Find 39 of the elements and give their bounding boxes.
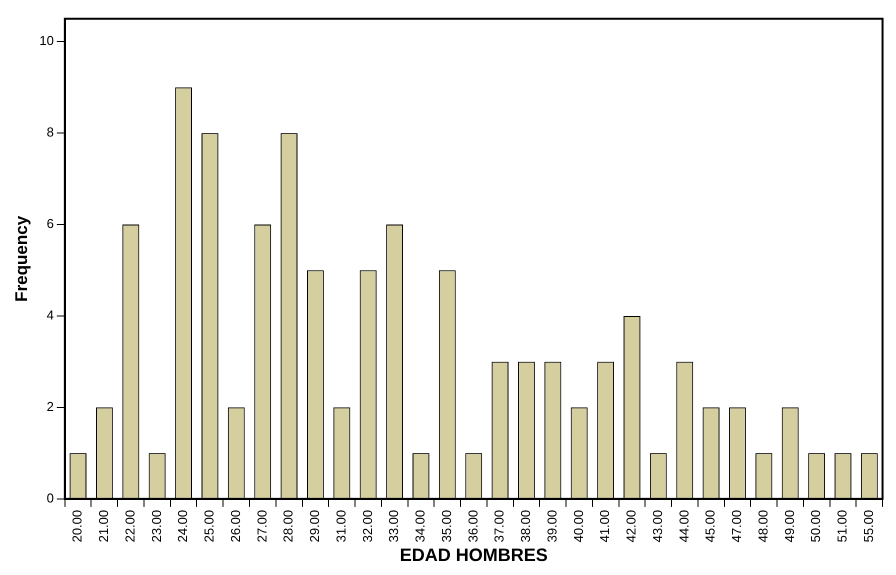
x-tick-label: 38.00 — [518, 510, 534, 542]
x-tick-label: 29.00 — [307, 510, 322, 542]
x-tick-label: 35.00 — [438, 510, 454, 542]
x-tick-label: 39.00 — [544, 510, 560, 542]
x-tick-label: 48.00 — [755, 510, 770, 542]
x-tick-label: 42.00 — [624, 510, 639, 542]
x-tick-label: 33.00 — [386, 510, 402, 542]
x-tick-label: 20.00 — [70, 510, 85, 542]
x-tick-label: 21.00 — [96, 510, 112, 542]
y-tick-label: 8 — [46, 124, 54, 140]
x-tick-label: 27.00 — [254, 510, 270, 542]
x-tick-label: 45.00 — [702, 510, 718, 542]
x-axis-title: EDAD HOMBRES — [400, 545, 548, 566]
x-tick-label: 26.00 — [228, 510, 243, 542]
x-tick-label: 37.00 — [492, 510, 507, 542]
x-tick-label: 43.00 — [650, 510, 665, 542]
y-tick-label: 4 — [46, 308, 54, 323]
x-tick-label: 36.00 — [465, 510, 480, 542]
x-tick-label: 50.00 — [808, 510, 824, 542]
x-tick-label: 32.00 — [360, 510, 375, 542]
x-tick-label: 28.00 — [280, 510, 296, 542]
x-tick-label: 51.00 — [834, 510, 850, 542]
x-tick-label: 49.00 — [782, 510, 797, 542]
x-tick-label: 23.00 — [148, 510, 164, 542]
y-tick-label: 10 — [39, 33, 54, 48]
x-tick-label: 31.00 — [333, 510, 348, 542]
x-tick-label: 41.00 — [597, 510, 612, 542]
x-tick-label: 34.00 — [412, 510, 428, 542]
x-tick-label: 47.00 — [729, 510, 744, 542]
x-tick-label: 22.00 — [122, 510, 138, 542]
y-tick-label: 2 — [46, 399, 54, 414]
y-tick-label: 0 — [46, 490, 54, 506]
x-tick-label: 24.00 — [175, 510, 190, 542]
x-tick-label: 40.00 — [570, 510, 586, 542]
x-tick-label: 55.00 — [860, 510, 876, 542]
y-axis-title: Frequency — [12, 215, 31, 302]
x-tick-label: 44.00 — [676, 510, 692, 542]
x-tick-label: 25.00 — [202, 510, 217, 542]
y-tick-label: 6 — [46, 216, 54, 232]
